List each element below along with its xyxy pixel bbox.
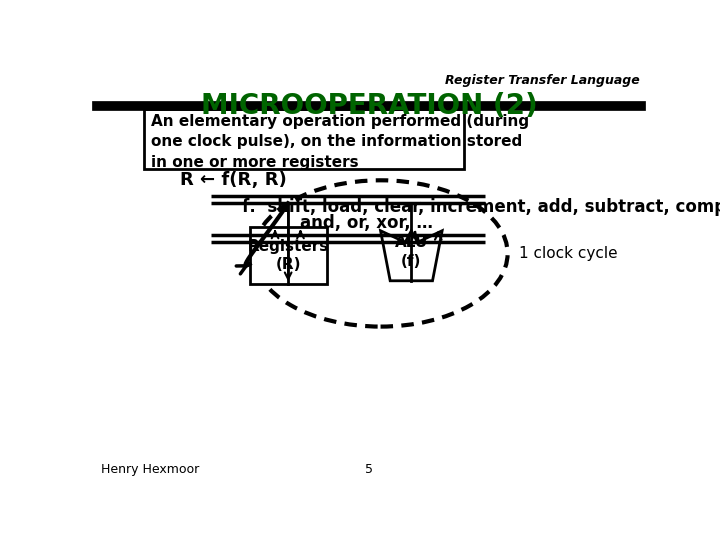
Polygon shape: [381, 231, 442, 281]
Text: An elementary operation performed (during
one clock pulse), on the information s: An elementary operation performed (durin…: [151, 114, 529, 170]
Text: R ← f(R, R): R ← f(R, R): [180, 171, 287, 190]
Bar: [144, 109, 464, 168]
Text: and, or, xor, …: and, or, xor, …: [300, 214, 433, 232]
Text: f:  shift, load, clear, increment, add, subtract, complement,: f: shift, load, clear, increment, add, s…: [242, 198, 720, 216]
Text: Registers
(R): Registers (R): [248, 239, 329, 272]
Text: MICROOPERATION (2): MICROOPERATION (2): [201, 92, 537, 120]
Text: 1 clock cycle: 1 clock cycle: [519, 246, 618, 261]
Text: ALU
(f): ALU (f): [395, 235, 428, 269]
Text: 5: 5: [365, 463, 373, 476]
Text: Register Transfer Language: Register Transfer Language: [445, 74, 640, 87]
Text: Henry Hexmoor: Henry Hexmoor: [101, 463, 199, 476]
Bar: [250, 226, 327, 284]
